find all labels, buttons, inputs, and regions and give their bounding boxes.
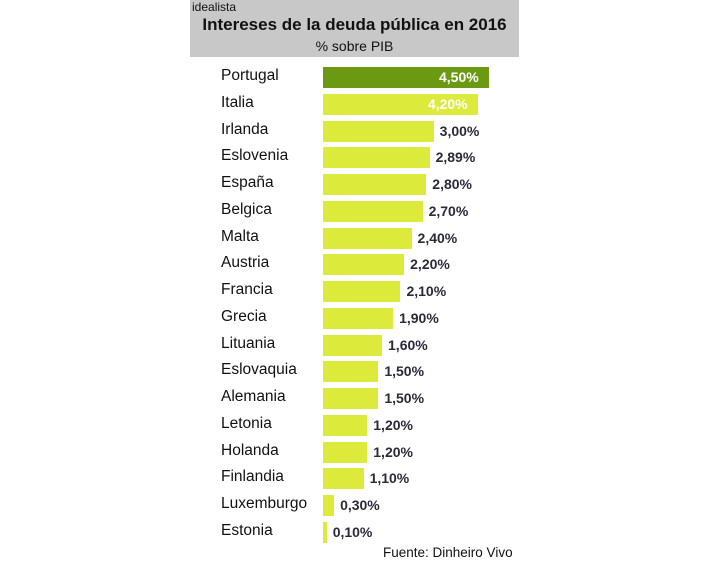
value-label: 2,10% — [406, 283, 447, 299]
value-label: 1,90% — [399, 309, 439, 326]
bar-luxemburgo — [323, 495, 335, 516]
value-label: 2,40% — [417, 229, 458, 246]
brand-logo: idealista — [192, 0, 237, 14]
value-label: 1,20% — [373, 416, 413, 433]
category-label: Malta — [221, 227, 259, 245]
value-label: 2,80% — [432, 176, 472, 192]
value-label: 0,10% — [332, 523, 373, 540]
category-label: Eslovenia — [221, 147, 289, 165]
bar-finlandia — [323, 468, 364, 490]
header-band — [190, 0, 519, 57]
category-label: Irlanda — [221, 120, 269, 138]
value-label: 4,20% — [427, 95, 468, 112]
category-label: Finlandia — [221, 468, 284, 486]
bar-lituania — [323, 334, 383, 356]
category-label: Austria — [221, 254, 270, 272]
category-label: Holanda — [221, 441, 279, 459]
value-label: 1,20% — [373, 443, 413, 460]
bar-alemania — [323, 388, 379, 409]
value-label: 0,30% — [340, 497, 380, 513]
category-label: Belgica — [221, 200, 272, 218]
bar-irlanda — [323, 120, 434, 142]
chart-title: Intereses de la deuda pública en 2016 — [202, 15, 507, 34]
value-label: 2,20% — [410, 256, 450, 273]
category-label: Grecia — [221, 307, 267, 325]
bar-francia — [323, 281, 401, 302]
category-label: Francia — [221, 281, 273, 298]
bar-italia — [323, 93, 478, 115]
value-label: 1,50% — [384, 390, 425, 406]
category-label: Estonia — [221, 521, 273, 539]
category-label: Luxemburgo — [221, 495, 308, 512]
bar-holanda — [323, 441, 368, 463]
category-label: Eslovaquia — [221, 361, 297, 379]
bar-malta — [323, 227, 412, 249]
category-label: Letonia — [221, 414, 272, 432]
category-label: Portugal — [221, 67, 279, 84]
chart-subtitle: % sobre PIB — [315, 38, 394, 54]
value-label: 2,89% — [435, 149, 476, 166]
value-label: 1,60% — [388, 336, 428, 353]
bar-austria — [323, 254, 405, 276]
category-label: Alemania — [221, 388, 286, 405]
bar-portugal — [323, 67, 489, 88]
bar-grecia — [323, 307, 394, 329]
value-label: 4,50% — [439, 69, 479, 85]
bar-eslovaquia — [323, 361, 379, 383]
category-label: Italia — [221, 93, 254, 111]
value-label: 1,50% — [384, 363, 425, 380]
bar-letonia — [323, 414, 368, 436]
source-note: Fuente: Dinheiro Vivo — [383, 545, 513, 560]
value-label: 3,00% — [439, 122, 480, 139]
value-label: 2,70% — [428, 202, 469, 219]
bar-estonia — [323, 521, 327, 543]
category-label: España — [221, 174, 274, 191]
category-label: Lituania — [221, 334, 276, 352]
bar-españa — [323, 174, 427, 195]
bar-eslovenia — [323, 147, 430, 169]
value-label: 1,10% — [369, 470, 410, 487]
bar-belgica — [323, 200, 423, 222]
